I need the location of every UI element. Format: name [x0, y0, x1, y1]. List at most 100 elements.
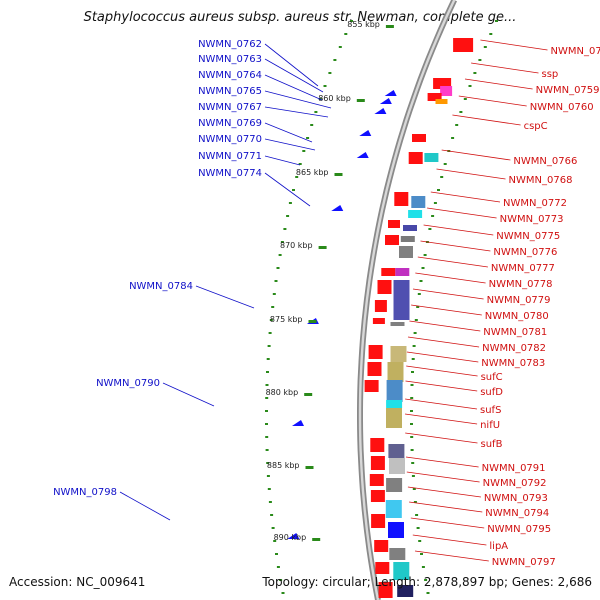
scale-tick-inner: [271, 306, 275, 308]
left-leader-line: [264, 90, 332, 109]
kbp-label: 860 kbp: [318, 94, 351, 103]
right-gene-label: NWMN_0781: [483, 327, 547, 338]
scale-tick-inner: [280, 241, 284, 243]
left-gene-label: NWMN_0770: [198, 134, 262, 145]
scale-tick-inner: [298, 163, 302, 165]
right-leader-line: [406, 471, 480, 483]
left-gene-label: NWMN_0767: [198, 102, 262, 113]
scale-tick-inner: [350, 20, 353, 22]
scale-tick-inner: [344, 33, 348, 35]
right-leader-line: [420, 240, 491, 252]
scale-tick-inner: [270, 514, 274, 516]
right-gene-label: NWMN_0773: [500, 214, 564, 225]
gene-block: [424, 153, 439, 162]
gene-block: [378, 582, 393, 598]
reverse-gene-arrow: [374, 108, 387, 114]
gene-block: [386, 400, 403, 408]
left-gene-label: NWMN_0790: [96, 378, 160, 389]
gene-block: [393, 562, 410, 580]
right-gene-label: NWMN_0793: [484, 493, 548, 504]
right-leader-line: [407, 336, 480, 348]
gene-block: [370, 456, 385, 470]
scale-tick-outer: [428, 228, 432, 230]
left-gene-label: NWMN_0784: [129, 281, 193, 292]
right-gene-label: NWMN_0797: [492, 557, 556, 568]
gene-block: [390, 346, 407, 362]
scale-tick-outer: [416, 527, 420, 529]
scale-tick-outer: [455, 124, 459, 126]
kbp-label: 870 kbp: [280, 241, 313, 250]
right-leader-line: [409, 501, 483, 513]
right-leader-line: [423, 224, 494, 236]
left-gene-label: NWMN_0764: [198, 70, 262, 81]
scale-tick-outer: [421, 267, 425, 269]
gene-block: [369, 474, 384, 486]
left-leader-line: [264, 43, 319, 87]
right-leader-line: [404, 413, 478, 425]
right-leader-line: [415, 272, 486, 284]
gene-block: [386, 408, 402, 428]
right-gene-label: lipA: [489, 541, 508, 552]
right-gene-label: NWMN_0791: [482, 463, 546, 474]
scale-tick-inner: [279, 579, 283, 581]
right-gene-label: NWMN_0775: [496, 231, 560, 242]
right-gene-label: NWMN_0795: [487, 524, 551, 535]
right-gene-label: sufS: [480, 405, 501, 416]
scale-tick-inner: [302, 150, 306, 152]
reverse-gene-arrow: [356, 152, 369, 158]
scale-tick-inner: [265, 423, 268, 425]
kbp-major-tick: [318, 246, 327, 249]
kbp-major-tick: [305, 466, 314, 469]
reverse-gene-arrow: [287, 533, 300, 539]
scale-tick-outer: [413, 332, 417, 334]
kbp-major-tick: [356, 99, 365, 102]
right-leader-line: [405, 432, 478, 444]
scale-tick-inner: [266, 358, 270, 360]
kbp-label: 865 kbp: [296, 168, 329, 177]
gene-block: [367, 362, 382, 376]
right-leader-line: [410, 517, 485, 529]
left-leader-line: [264, 172, 311, 207]
scale-tick-inner: [267, 488, 271, 490]
right-gene-label: cspC: [524, 121, 548, 132]
scale-tick-outer: [416, 306, 420, 308]
right-gene-label: NWMN_0776: [493, 247, 557, 258]
scale-tick-outer: [410, 423, 413, 425]
gene-block: [395, 268, 410, 276]
scale-tick-inner: [271, 527, 275, 529]
reverse-gene-arrow: [292, 420, 305, 426]
scale-tick-inner: [278, 254, 282, 256]
scale-tick-inner: [265, 436, 269, 438]
kbp-major-tick: [334, 173, 343, 176]
right-leader-line: [458, 95, 527, 107]
right-leader-line: [480, 39, 548, 51]
scale-tick-inner: [310, 124, 314, 126]
gene-block: [397, 585, 414, 597]
kbp-major-tick: [304, 393, 313, 396]
scale-tick-outer: [489, 33, 493, 35]
scale-tick-inner: [266, 462, 270, 464]
scale-tick-outer: [411, 462, 415, 464]
right-gene-label: sufB: [481, 439, 503, 450]
gene-block: [453, 38, 474, 52]
scale-tick-outer: [410, 384, 414, 386]
right-gene-label: NWMN_0782: [482, 343, 546, 354]
left-leader-line: [119, 491, 171, 521]
scale-tick-inner: [267, 345, 271, 347]
gene-block: [408, 152, 423, 164]
left-gene-label: NWMN_0769: [198, 118, 262, 129]
scale-tick-outer: [410, 449, 414, 451]
kbp-label: 855 kbp: [347, 20, 380, 29]
scale-tick-outer: [419, 280, 423, 282]
scale-tick-outer: [412, 488, 416, 490]
right-gene-label: NWMN_0792: [483, 478, 547, 489]
right-leader-line: [430, 191, 501, 203]
scale-tick-outer: [451, 137, 455, 139]
right-leader-line: [407, 486, 481, 498]
right-gene-label: NWMN_0783: [481, 358, 545, 369]
left-gene-label: NWMN_0774: [198, 168, 262, 179]
scale-tick-outer: [478, 59, 482, 61]
scale-tick-inner: [306, 137, 310, 139]
scale-tick-outer: [411, 371, 414, 373]
right-leader-line: [405, 380, 478, 392]
